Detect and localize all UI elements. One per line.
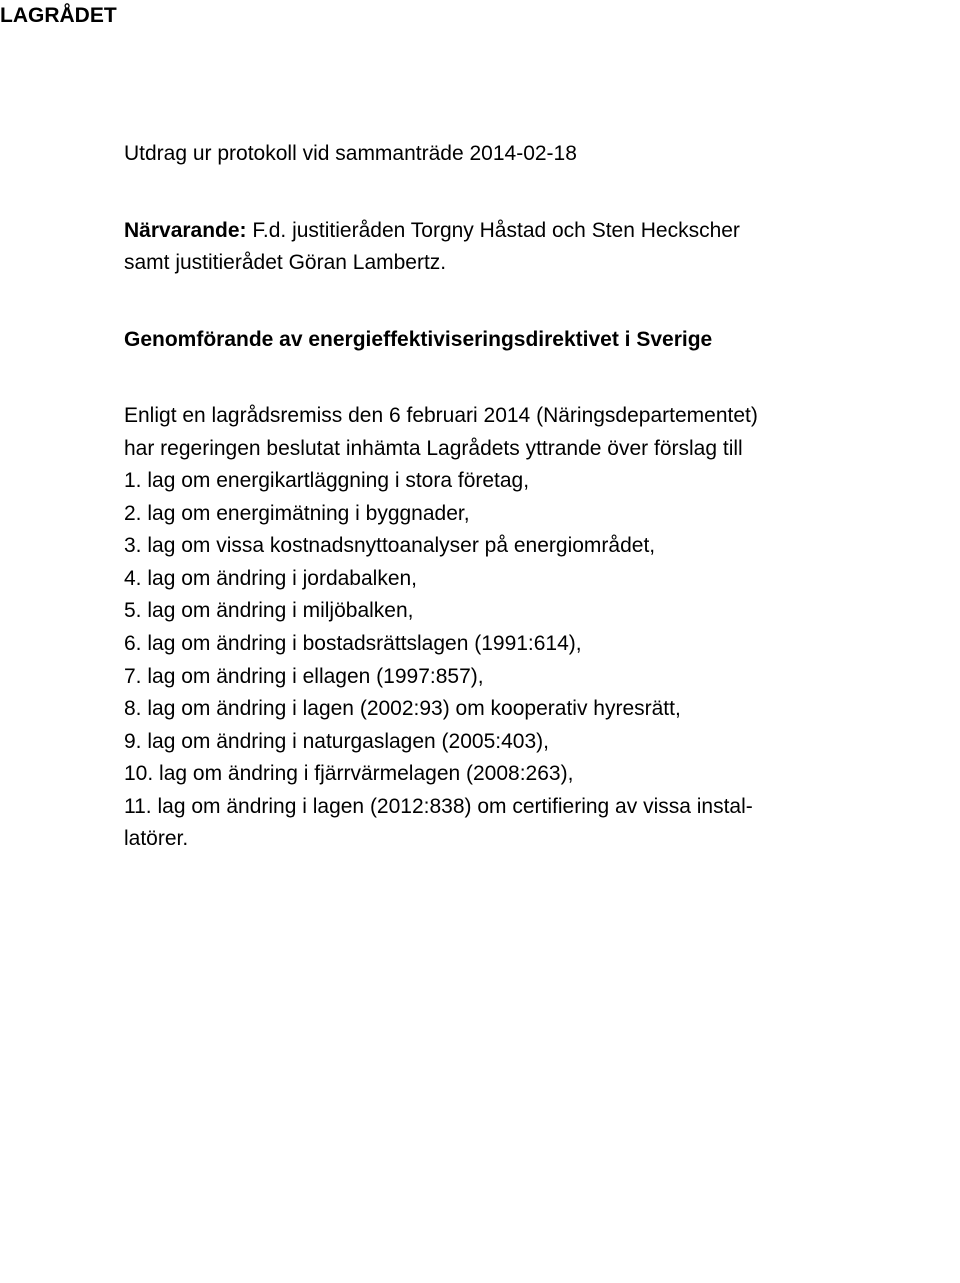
- law-item: 9. lag om ändring i naturgaslagen (2005:…: [124, 726, 944, 759]
- law-item: 8. lag om ändring i lagen (2002:93) om k…: [124, 693, 944, 726]
- protocol-line: Utdrag ur protokoll vid sammanträde 2014…: [124, 138, 944, 171]
- present-line-1: Närvarande: F.d. justitieråden Torgny Hå…: [124, 215, 944, 248]
- intro-line-2: har regeringen beslutat inhämta Lagrådet…: [124, 433, 944, 466]
- law-item: 4. lag om ändring i jordabalken,: [124, 563, 944, 596]
- law-item: 5. lag om ändring i miljöbalken,: [124, 595, 944, 628]
- law-item: 7. lag om ändring i ellagen (1997:857),: [124, 661, 944, 694]
- law-item: 2. lag om energimätning i byggnader,: [124, 498, 944, 531]
- present-label: Närvarande:: [124, 219, 247, 242]
- present-text-1: F.d. justitieråden Torgny Håstad och Ste…: [247, 219, 740, 242]
- law-item: 11. lag om ändring i lagen (2012:838) om…: [124, 791, 944, 824]
- law-item: latörer.: [124, 823, 944, 856]
- document-title: Genomförande av energieffektiviseringsdi…: [124, 324, 944, 357]
- law-item: 10. lag om ändring i fjärrvärmelagen (20…: [124, 758, 944, 791]
- law-item: 1. lag om energikartläggning i stora för…: [124, 465, 944, 498]
- page-header: LAGRÅDET: [0, 4, 940, 28]
- law-item: 3. lag om vissa kostnadsnyttoanalyser på…: [124, 530, 944, 563]
- present-line-2: samt justitierådet Göran Lambertz.: [124, 247, 944, 280]
- law-item: 6. lag om ändring i bostadsrättslagen (1…: [124, 628, 944, 661]
- intro-line-1: Enligt en lagrådsremiss den 6 februari 2…: [124, 400, 944, 433]
